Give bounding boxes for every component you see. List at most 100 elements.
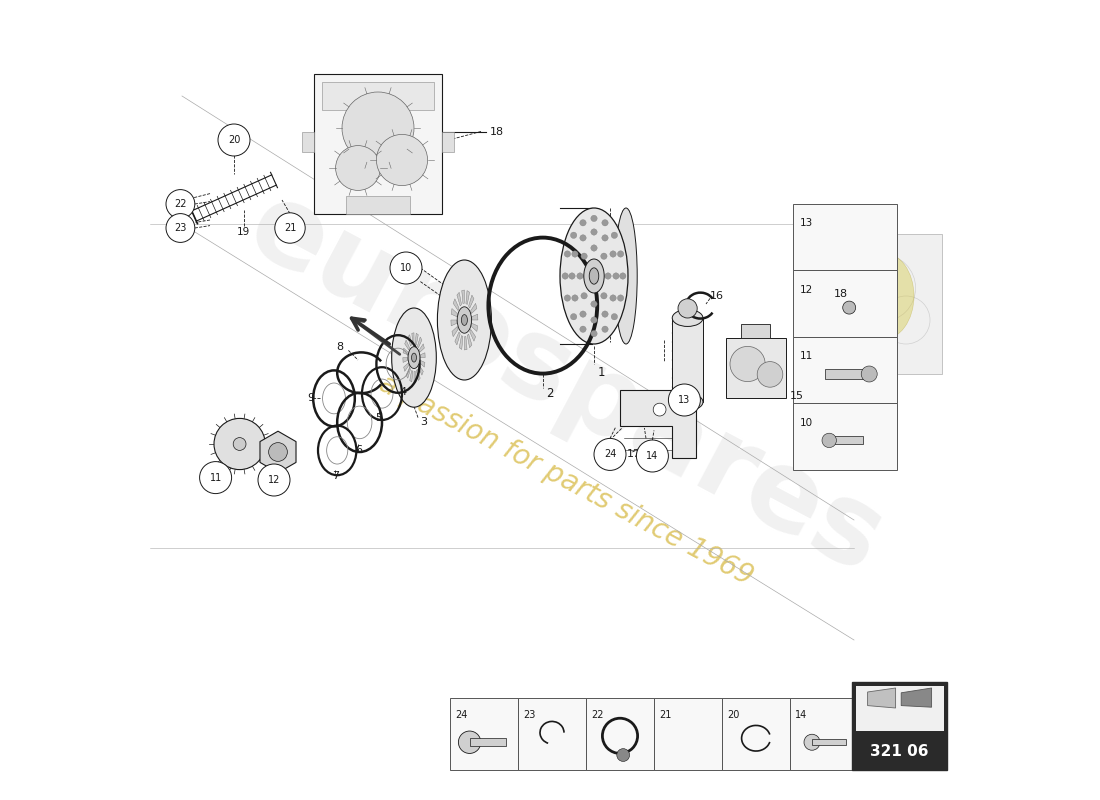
Circle shape <box>390 252 422 284</box>
Circle shape <box>861 366 877 382</box>
Bar <box>790 698 858 770</box>
Circle shape <box>580 326 586 333</box>
Text: 12: 12 <box>800 285 813 295</box>
Polygon shape <box>451 309 458 317</box>
Bar <box>322 82 434 110</box>
Circle shape <box>268 442 287 462</box>
Polygon shape <box>468 334 472 348</box>
Circle shape <box>669 384 701 416</box>
Polygon shape <box>452 326 458 337</box>
Text: 21: 21 <box>284 223 296 233</box>
Circle shape <box>602 311 608 318</box>
Circle shape <box>581 253 587 259</box>
Circle shape <box>580 311 586 318</box>
Circle shape <box>591 229 597 235</box>
Circle shape <box>757 362 783 387</box>
Bar <box>442 132 454 152</box>
Ellipse shape <box>560 208 628 344</box>
Bar <box>314 74 442 214</box>
Circle shape <box>571 232 576 238</box>
Circle shape <box>166 190 195 218</box>
Polygon shape <box>464 337 468 350</box>
Text: eurospares: eurospares <box>231 172 901 596</box>
Circle shape <box>730 346 766 382</box>
Text: 4: 4 <box>399 387 407 397</box>
Polygon shape <box>403 358 408 362</box>
Ellipse shape <box>672 394 703 410</box>
Circle shape <box>612 232 617 238</box>
Ellipse shape <box>584 259 604 293</box>
Circle shape <box>564 250 571 257</box>
Bar <box>793 270 898 337</box>
Circle shape <box>609 295 616 302</box>
Polygon shape <box>456 292 462 306</box>
Bar <box>825 370 869 379</box>
Circle shape <box>637 440 669 472</box>
Bar <box>793 337 898 403</box>
Text: 14: 14 <box>795 710 807 720</box>
Circle shape <box>459 731 481 754</box>
Polygon shape <box>417 369 420 381</box>
Bar <box>726 338 785 398</box>
Circle shape <box>564 295 571 302</box>
Circle shape <box>602 219 608 226</box>
Bar <box>450 698 518 770</box>
Text: 20: 20 <box>228 135 240 145</box>
Polygon shape <box>420 353 426 358</box>
Circle shape <box>601 293 607 299</box>
Polygon shape <box>472 323 477 331</box>
Ellipse shape <box>458 306 472 333</box>
Ellipse shape <box>850 252 914 340</box>
Polygon shape <box>420 360 425 367</box>
Circle shape <box>822 434 836 448</box>
Text: 15: 15 <box>790 391 804 401</box>
Polygon shape <box>455 332 460 345</box>
Circle shape <box>678 298 697 318</box>
Polygon shape <box>837 294 861 322</box>
Polygon shape <box>415 334 418 345</box>
Circle shape <box>342 92 414 164</box>
Ellipse shape <box>615 208 637 344</box>
Polygon shape <box>414 371 416 382</box>
Circle shape <box>591 317 597 323</box>
Text: 20: 20 <box>727 710 739 720</box>
Circle shape <box>214 418 265 470</box>
Polygon shape <box>471 303 477 314</box>
Circle shape <box>617 749 629 762</box>
Text: 5: 5 <box>375 413 383 422</box>
Ellipse shape <box>672 310 703 326</box>
Circle shape <box>336 146 381 190</box>
Bar <box>741 323 770 338</box>
Text: 21: 21 <box>659 710 671 720</box>
Polygon shape <box>619 390 695 458</box>
Polygon shape <box>403 348 408 355</box>
Text: 11: 11 <box>800 351 813 362</box>
Circle shape <box>199 462 232 494</box>
Ellipse shape <box>461 314 468 326</box>
Text: 22: 22 <box>174 199 187 209</box>
Text: 23: 23 <box>522 710 536 720</box>
Circle shape <box>576 273 583 279</box>
Text: 14: 14 <box>647 451 659 461</box>
Circle shape <box>612 314 617 320</box>
Circle shape <box>258 464 290 496</box>
Polygon shape <box>406 367 410 378</box>
Ellipse shape <box>590 268 598 284</box>
Text: 23: 23 <box>174 223 187 233</box>
Text: 9: 9 <box>308 394 315 403</box>
Circle shape <box>233 438 246 450</box>
Text: a passion for parts since 1969: a passion for parts since 1969 <box>374 369 758 591</box>
Text: 7: 7 <box>332 471 340 481</box>
Text: 18: 18 <box>490 127 504 137</box>
Circle shape <box>572 294 579 301</box>
Circle shape <box>605 273 612 279</box>
Circle shape <box>594 438 626 470</box>
Bar <box>812 739 846 746</box>
Polygon shape <box>405 340 409 350</box>
Bar <box>856 686 944 731</box>
Circle shape <box>609 250 616 258</box>
Bar <box>346 196 410 214</box>
Circle shape <box>613 273 619 279</box>
Text: 2: 2 <box>546 387 553 400</box>
Bar <box>586 698 654 770</box>
